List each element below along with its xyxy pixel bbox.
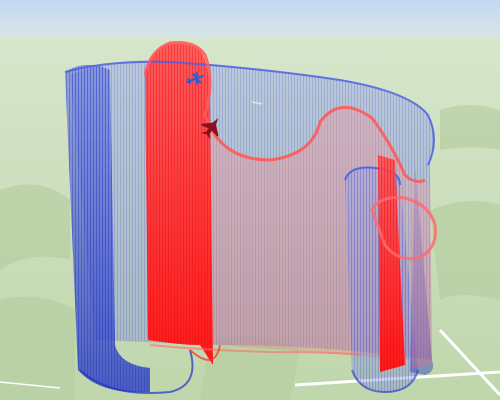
sky	[0, 0, 500, 45]
terrain-patches	[0, 105, 500, 400]
blue-track-line	[64, 60, 435, 166]
track-marker-small	[251, 101, 263, 105]
red-track-line	[143, 41, 426, 184]
red-track-curtain-back	[150, 44, 410, 361]
fighter-jet-icon[interactable]	[197, 112, 226, 141]
airplane-icon[interactable]	[184, 70, 205, 87]
